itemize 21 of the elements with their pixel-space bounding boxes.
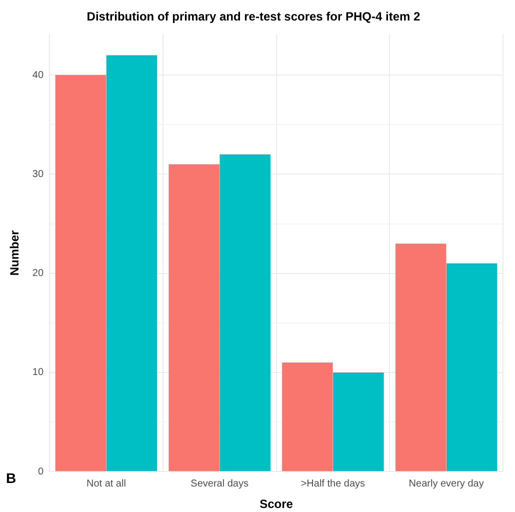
y-tick-label: 20 <box>32 268 44 280</box>
y-axis-title: Number <box>8 230 22 276</box>
bar <box>106 55 158 472</box>
y-tick-label: 40 <box>32 70 44 81</box>
bar <box>282 362 333 472</box>
bar <box>220 154 270 472</box>
x-tick-label: Not at all <box>86 478 126 490</box>
x-tick-label: >Half the days <box>300 478 366 490</box>
chart-title: Distribution of primary and re-test scores for PHQ-4 item 2 <box>86 10 421 24</box>
bar <box>395 244 446 472</box>
x-tick-label: Several days <box>190 478 248 490</box>
y-tick-label: 0 <box>38 466 44 478</box>
y-tick-label: 30 <box>32 168 44 180</box>
bar <box>333 372 384 472</box>
bar <box>55 75 106 472</box>
x-axis-title: Score <box>260 497 294 512</box>
bar <box>168 164 220 472</box>
bar <box>446 263 498 472</box>
x-tick-label: Nearly every day <box>408 478 484 490</box>
text: B <box>6 470 16 486</box>
y-tick-label: 10 <box>32 367 44 378</box>
